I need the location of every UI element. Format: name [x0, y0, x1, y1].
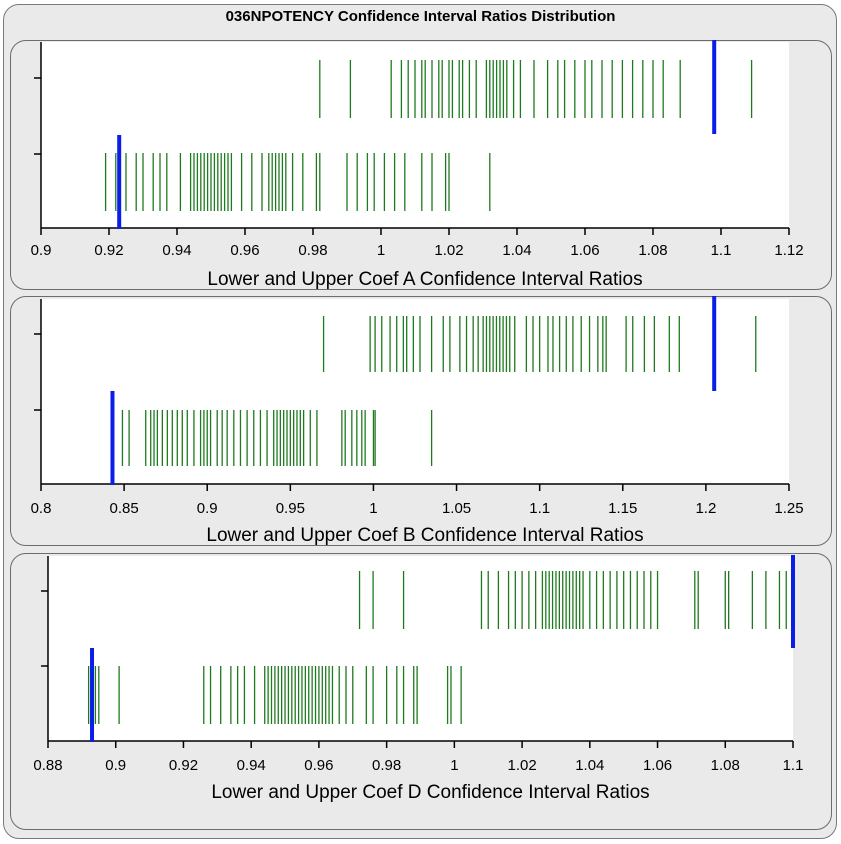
plot-area-d	[48, 556, 793, 741]
x-tick-label-d: 1.08	[711, 757, 740, 774]
x-tick-label-a: 1.1	[711, 242, 732, 259]
x-tick-label-b: 1	[369, 500, 377, 517]
x-tick-label-d: 0.96	[304, 757, 333, 774]
x-tick-label-b: 1.05	[442, 500, 471, 517]
x-tick-label-b: 0.9	[197, 500, 218, 517]
x-tick-label-a: 1.04	[502, 242, 531, 259]
x-tick-label-b: 0.85	[110, 500, 139, 517]
x-tick-label-b: 0.95	[276, 500, 305, 517]
x-tick-label-b: 1.15	[608, 500, 637, 517]
x-tick-label-b: 1.1	[529, 500, 550, 517]
x-tick-label-a: 1.08	[638, 242, 667, 259]
x-tick-label-a: 0.96	[230, 242, 259, 259]
x-tick-label-d: 1.04	[575, 757, 604, 774]
x-tick-label-d: 0.94	[237, 757, 266, 774]
x-tick-label-a: 1.02	[434, 242, 463, 259]
x-tick-label-a: 0.92	[94, 242, 123, 259]
x-axis-title-d: Lower and Upper Coef D Confidence Interv…	[211, 782, 649, 803]
plot-area-b	[41, 299, 789, 484]
x-axis-title-a: Lower and Upper Coef A Confidence Interv…	[207, 269, 642, 290]
x-tick-label-d: 1	[450, 757, 458, 774]
x-tick-label-d: 0.9	[105, 757, 126, 774]
x-tick-label-a: 1.06	[570, 242, 599, 259]
x-tick-label-d: 0.98	[372, 757, 401, 774]
x-tick-label-a: 1.12	[774, 242, 803, 259]
chart-title: 036NPOTENCY Confidence Interval Ratios D…	[225, 8, 616, 25]
x-tick-label-b: 0.8	[31, 500, 52, 517]
x-tick-label-d: 0.92	[169, 757, 198, 774]
x-tick-label-d: 1.02	[507, 757, 536, 774]
x-tick-label-d: 0.88	[33, 757, 62, 774]
x-tick-label-a: 0.98	[298, 242, 327, 259]
x-tick-label-b: 1.25	[774, 500, 803, 517]
x-tick-label-a: 0.94	[162, 242, 191, 259]
x-tick-label-a: 1	[377, 242, 385, 259]
x-tick-label-d: 1.1	[783, 757, 804, 774]
x-tick-label-a: 0.9	[31, 242, 52, 259]
x-axis-title-b: Lower and Upper Coef B Confidence Interv…	[206, 525, 643, 546]
x-tick-label-d: 1.06	[643, 757, 672, 774]
x-tick-label-b: 1.2	[695, 500, 716, 517]
